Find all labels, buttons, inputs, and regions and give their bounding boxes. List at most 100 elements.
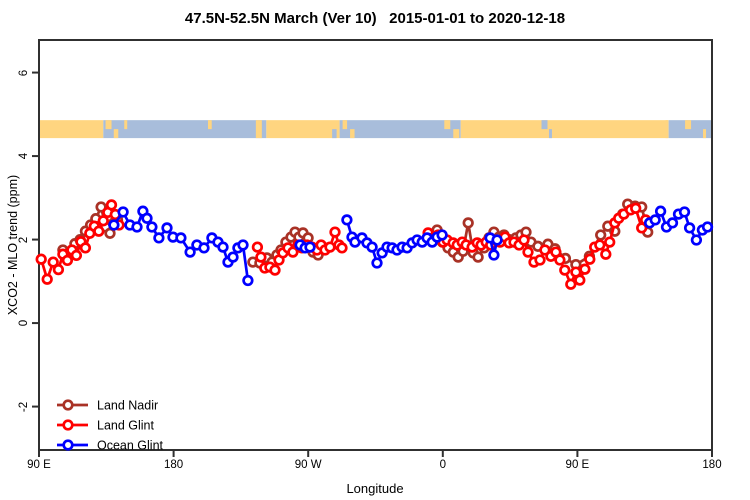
data-point-ocean-glint [436, 229, 448, 241]
legend-item-label: Ocean Glint [97, 439, 164, 453]
data-point-land-glint [70, 249, 83, 262]
legend-item-ocean-glint: Ocean Glint [57, 439, 164, 453]
data-point-ocean-glint [108, 219, 120, 231]
band-segment-ocean [339, 120, 461, 139]
band-speckle-ocean [541, 120, 548, 130]
data-point-ocean-glint [227, 251, 239, 263]
data-point-ocean-glint [701, 221, 714, 233]
surface-band-group [39, 120, 712, 139]
data-point-ocean-glint [131, 221, 143, 233]
y-tick-label: 4 [18, 152, 30, 160]
band-speckle-land [207, 120, 212, 130]
x-tick-label: 0 [439, 459, 446, 471]
data-point-land-glint [329, 226, 341, 238]
x-axis-title: Longitude [346, 481, 404, 496]
data-point-land-glint [47, 256, 59, 268]
data-point-ocean-glint [217, 241, 229, 253]
band-speckle-ocean [332, 129, 337, 139]
band-speckle-land [342, 120, 348, 130]
band-speckle-land [453, 129, 460, 139]
data-point-land-glint [52, 263, 65, 276]
data-point-ocean-glint [366, 241, 378, 253]
data-point-land-glint [534, 254, 546, 266]
y-tick-label: 0 [18, 319, 30, 327]
legend-marker-icon [62, 399, 74, 411]
data-point-land-glint [324, 241, 336, 253]
band-speckle-land [685, 120, 692, 130]
data-point-ocean-glint [117, 206, 129, 218]
data-point-land-glint [559, 264, 571, 276]
data-point-land-nadir [462, 217, 474, 229]
data-point-land-glint [79, 242, 92, 254]
data-point-land-glint [579, 263, 591, 275]
data-point-land-glint [287, 246, 299, 258]
data-point-ocean-glint [491, 234, 503, 246]
legend-item-land-glint: Land Glint [57, 419, 155, 433]
band-speckle-land [105, 120, 112, 130]
data-point-land-glint [35, 253, 47, 265]
x-tick-label: 180 [702, 459, 722, 471]
band-segment-land [460, 120, 669, 139]
legend: Land Nadir Land Glint Ocean Glint [57, 399, 164, 453]
data-point-land-glint [630, 202, 642, 214]
legend-marker-icon [62, 419, 74, 431]
band-speckle-land [124, 120, 128, 130]
x-tick-label: 90 E [565, 459, 590, 471]
legend-item-land-nadir: Land Nadir [57, 399, 158, 413]
data-point-ocean-glint [242, 274, 254, 287]
band-speckle-land [350, 129, 355, 139]
data-point-land-glint [600, 248, 612, 260]
band-speckle-land [444, 120, 451, 130]
chart-title: 47.5N-52.5N March (Ver 10) 2015-01-01 to… [184, 10, 566, 27]
data-point-land-glint [518, 234, 530, 246]
data-point-ocean-glint [371, 257, 383, 269]
data-point-ocean-glint [184, 246, 196, 258]
data-point-land-glint [522, 246, 534, 258]
data-point-land-glint [604, 236, 616, 248]
plot-frame-rect [38, 39, 713, 451]
data-point-land-glint [554, 254, 566, 266]
data-point-ocean-glint [304, 241, 316, 253]
band-speckle-land [703, 129, 707, 139]
series-land-glint [35, 199, 652, 290]
x-tick-label: 90 E [27, 459, 51, 471]
data-point-land-glint [269, 264, 281, 276]
plot-frame [38, 39, 713, 451]
data-point-ocean-glint [153, 232, 165, 244]
band-segment-ocean [103, 120, 267, 139]
data-series-group [35, 198, 714, 290]
band-segment-land [266, 120, 340, 139]
band-segment-land [39, 120, 104, 139]
data-point-land-glint [584, 253, 596, 265]
data-point-ocean-glint [146, 221, 158, 233]
band-speckle-ocean [548, 129, 552, 139]
data-point-land-glint [539, 244, 551, 256]
data-point-ocean-glint [161, 222, 173, 234]
band-speckle-land [113, 129, 119, 139]
data-point-land-glint [61, 254, 74, 267]
y-axis-title: XCO2 - MLO trend (ppm) [6, 174, 20, 316]
legend-item-label: Land Glint [97, 419, 155, 433]
legend-item-label: Land Nadir [97, 399, 158, 413]
data-point-land-glint [336, 242, 348, 254]
data-point-land-glint [93, 225, 105, 237]
band-speckle-land [255, 120, 262, 139]
legend-marker-icon [62, 439, 74, 451]
data-point-ocean-glint [175, 232, 187, 244]
data-point-ocean-glint [678, 206, 691, 218]
x-tick-label: 90 W [294, 459, 322, 471]
data-point-land-glint [565, 278, 577, 290]
data-point-ocean-glint [341, 214, 353, 226]
data-point-ocean-glint [237, 239, 249, 251]
y-tick-label: 6 [18, 69, 30, 76]
data-point-ocean-glint [488, 249, 500, 261]
data-point-ocean-glint [649, 214, 661, 226]
data-point-land-glint [97, 215, 109, 227]
data-point-ocean-glint [198, 242, 210, 254]
data-point-ocean-glint [683, 222, 696, 234]
data-point-land-glint [594, 239, 606, 251]
data-point-land-glint [251, 241, 264, 253]
band-speckle-land [665, 120, 668, 139]
